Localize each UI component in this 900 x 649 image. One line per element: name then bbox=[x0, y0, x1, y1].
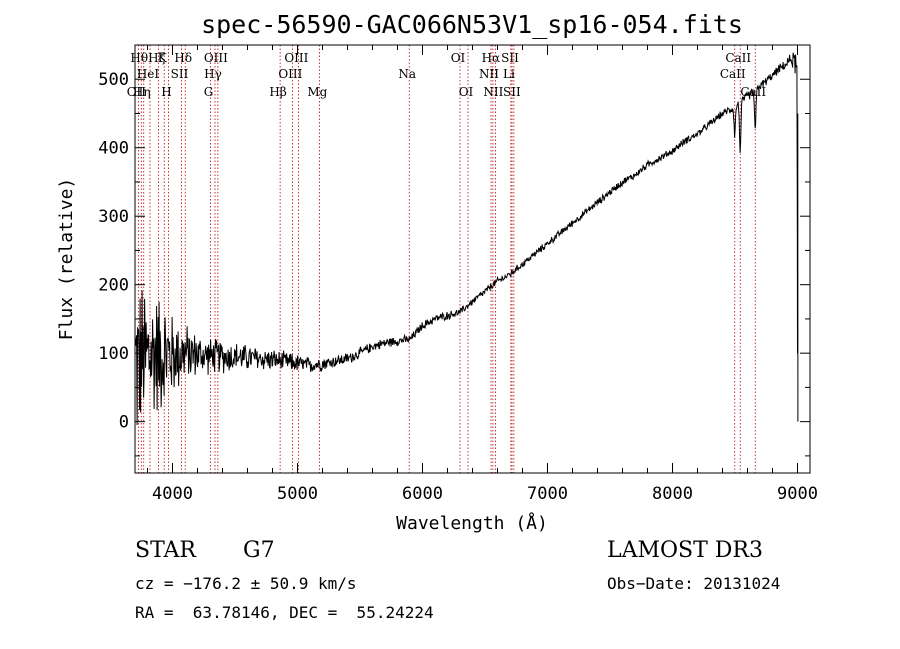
line-marker-label: Hδ bbox=[174, 51, 192, 65]
y-tick-label: 500 bbox=[98, 70, 129, 90]
plot-frame bbox=[134, 44, 811, 474]
line-marker-label: OIII bbox=[278, 67, 302, 81]
line-marker-label: H bbox=[161, 85, 171, 99]
line-markers bbox=[137, 45, 756, 473]
x-tick-label: 4000 bbox=[152, 484, 193, 504]
line-marker-label: OIII bbox=[284, 51, 308, 65]
y-tick-label: 200 bbox=[98, 276, 129, 296]
y-axis-label: Flux (relative) bbox=[56, 178, 77, 341]
line-marker-label: NII bbox=[479, 67, 499, 81]
redshift-cz: cz = −176.2 ± 50.9 km/s bbox=[135, 574, 357, 593]
line-marker-label: K bbox=[158, 51, 168, 65]
y-tick-label: 400 bbox=[98, 139, 129, 159]
line-marker-label: OI bbox=[451, 51, 466, 65]
x-tick-label: 8000 bbox=[652, 484, 693, 504]
y-tick-label: 0 bbox=[119, 413, 129, 433]
object-subclass: G7 bbox=[243, 538, 275, 563]
line-marker-label: Hθ bbox=[130, 51, 148, 65]
line-marker-labels: OIIHθHηHeIHζKHSIIHδGHγOIIIHβOIIIOIIIMgNa… bbox=[127, 51, 767, 99]
line-marker-label: Hγ bbox=[204, 67, 222, 81]
line-marker-label: Mg bbox=[307, 85, 327, 99]
x-tick-label: 5000 bbox=[277, 484, 318, 504]
line-marker-label: SII bbox=[503, 85, 521, 99]
plot-area bbox=[135, 52, 799, 426]
line-marker-label: HeI bbox=[137, 67, 160, 81]
line-marker-label: Hη bbox=[133, 85, 151, 99]
x-tick-label: 6000 bbox=[402, 484, 443, 504]
x-tick-label: 9000 bbox=[777, 484, 818, 504]
line-marker-label: OI bbox=[459, 85, 474, 99]
spectrum-line bbox=[135, 52, 799, 426]
line-marker-label: SII bbox=[171, 67, 189, 81]
line-marker-label: OIII bbox=[204, 51, 228, 65]
survey-name: LAMOST DR3 bbox=[607, 538, 763, 563]
line-marker-label: G bbox=[204, 85, 214, 99]
y-axis-ticks: 0 100 200 300 400 500 bbox=[98, 44, 810, 457]
ra-dec-coordinates: RA = 63.78146, DEC = 55.24224 bbox=[135, 603, 434, 622]
line-marker-label: Li bbox=[503, 67, 515, 81]
x-axis-label: Wavelength (Å) bbox=[396, 512, 548, 534]
y-tick-label: 100 bbox=[98, 344, 129, 364]
line-marker-label: Hζ bbox=[148, 51, 165, 65]
line-marker-label: OII bbox=[127, 85, 147, 99]
x-tick-label: 7000 bbox=[527, 484, 568, 504]
line-marker-label: Na bbox=[398, 67, 416, 81]
line-marker-label: Hα bbox=[482, 51, 501, 65]
x-axis-ticks: 4000 5000 6000 7000 8000 9000 bbox=[147, 45, 818, 504]
line-marker-label: NII bbox=[483, 85, 503, 99]
line-marker-label: Hβ bbox=[269, 85, 286, 99]
object-class: STAR bbox=[135, 538, 196, 563]
line-marker-label: CaII bbox=[725, 51, 751, 65]
line-marker-label: SII bbox=[501, 51, 519, 65]
chart-title: spec-56590-GAC066N53V1_sp16-054.fits bbox=[201, 10, 743, 39]
y-tick-label: 300 bbox=[98, 207, 129, 227]
observation-date: Obs−Date: 20131024 bbox=[607, 574, 781, 593]
line-marker-label: CaII bbox=[720, 67, 746, 81]
